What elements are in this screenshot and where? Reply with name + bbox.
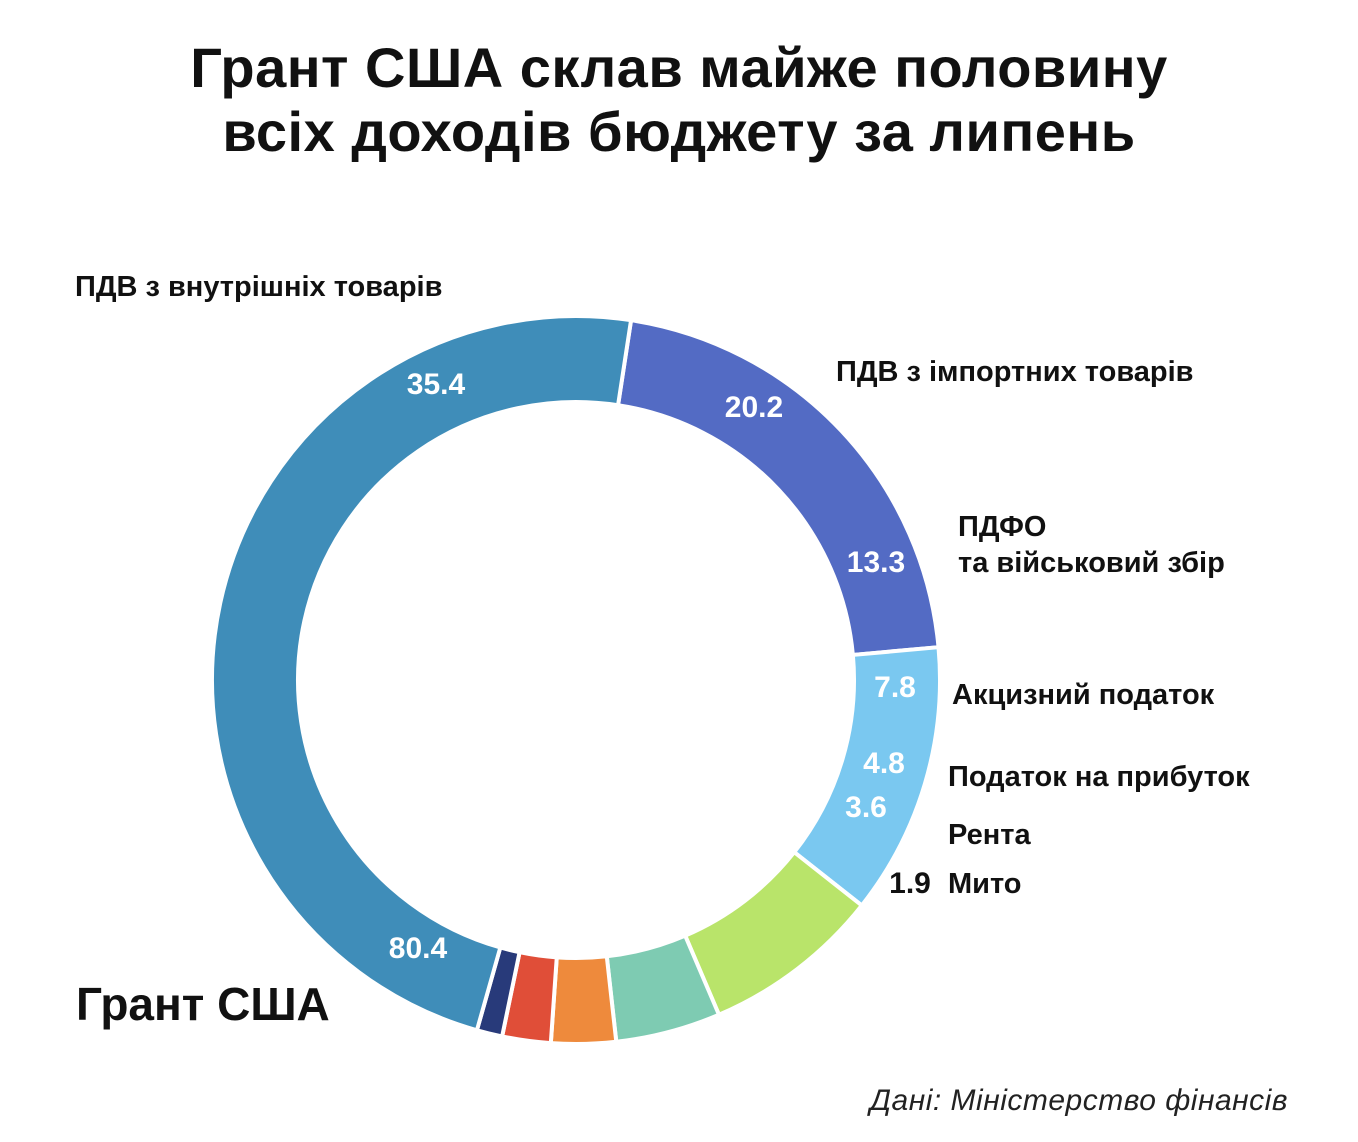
slice-category-label: Податок на прибуток [948,761,1250,793]
slice-category-label: ПДВ з імпортних товарів [836,356,1194,388]
chart-title: Грант США склав майже половину всіх дохо… [0,36,1358,164]
slice-value-label: 13.3 [847,546,905,579]
chart-title-line-2: всіх доходів бюджету за липень [222,100,1136,163]
slice-value-label: 80.4 [389,932,448,965]
slice-category-label: ПДФО [958,511,1046,543]
donut-slice [210,314,634,1033]
slice-value-label: 35.4 [407,368,466,401]
slice-category-label: Мито [948,868,1022,900]
data-source: Дані: Міністерство фінансів [869,1084,1288,1117]
donut-slice [548,954,619,1046]
chart-title-line-1: Грант США склав майже половину [190,36,1168,99]
slice-value-label: 1.9 [889,867,931,900]
slice-value-label: 20.2 [725,391,783,424]
slice-category-label: та військовий збір [958,547,1225,579]
slice-value-label: 7.8 [874,671,916,704]
slice-category-label: Акцизний податок [952,679,1215,711]
slice-category-label: Грант США [76,978,330,1030]
slice-category-label: ПДВ з внутрішніх товарів [75,271,442,303]
slice-value-label: 3.6 [845,791,887,824]
slice-value-label: 4.8 [863,747,905,780]
slice-category-label: Рента [948,819,1031,851]
